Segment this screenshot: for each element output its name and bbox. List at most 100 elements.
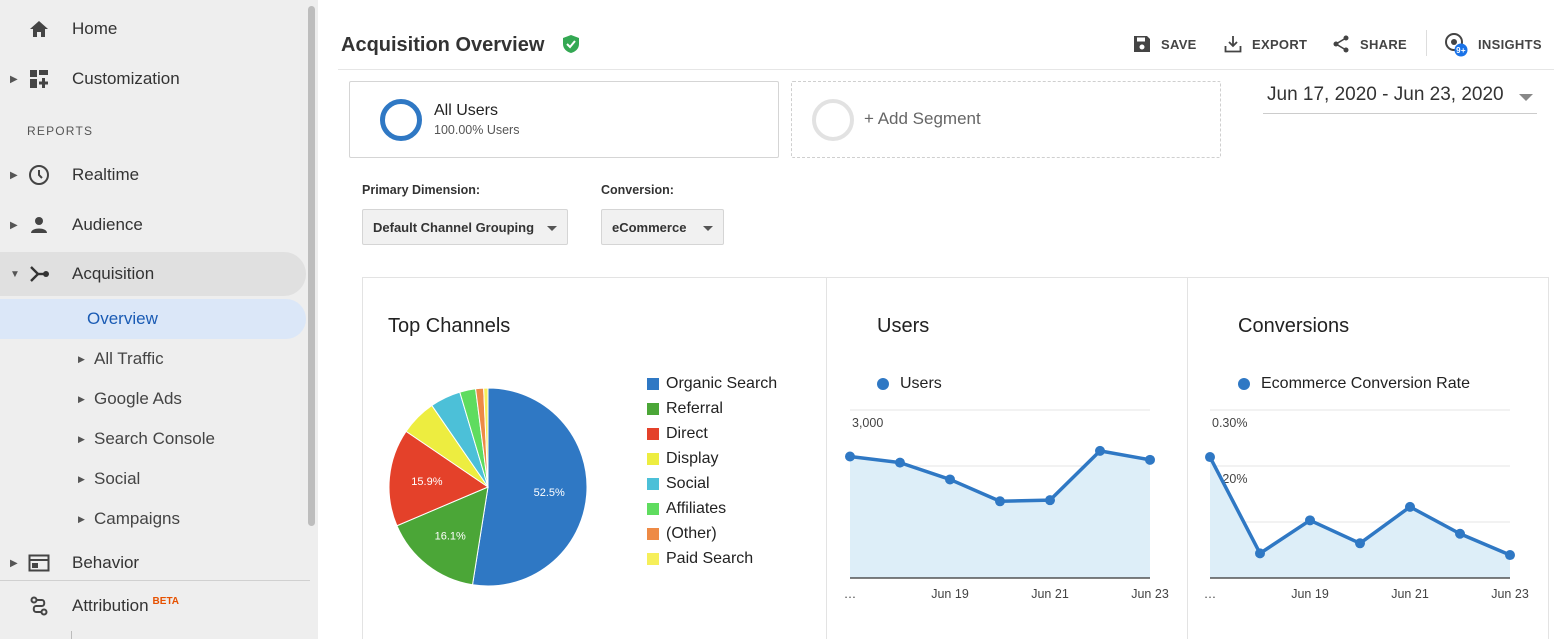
legend-label: (Other) bbox=[666, 524, 717, 542]
sidebar-item-label: Attribution bbox=[72, 596, 149, 615]
save-button[interactable]: SAVE bbox=[1133, 34, 1197, 54]
sidebar-item-attribution[interactable]: Attribution BETA bbox=[0, 584, 306, 628]
data-point bbox=[845, 451, 855, 462]
users-series-legend: Users bbox=[877, 375, 942, 393]
sidebar-item-home[interactable]: Home bbox=[0, 7, 306, 51]
divider bbox=[1187, 277, 1188, 639]
sidebar-item-social[interactable]: ▶ Social bbox=[0, 459, 306, 499]
save-icon bbox=[1134, 36, 1150, 52]
share-label: SHARE bbox=[1360, 36, 1408, 52]
top-channels-title: Top Channels bbox=[388, 315, 511, 337]
legend-swatch bbox=[647, 452, 659, 465]
export-button[interactable]: EXPORT bbox=[1224, 34, 1307, 54]
data-point bbox=[945, 474, 955, 485]
chevron-right-icon: ▶ bbox=[78, 393, 85, 404]
sidebar-item-realtime[interactable]: ▶ Realtime bbox=[0, 153, 306, 197]
chevron-down-icon: ▼ bbox=[10, 268, 20, 280]
series-dot bbox=[1238, 378, 1250, 390]
primary-dimension-select[interactable]: Default Channel Grouping bbox=[362, 209, 568, 245]
sidebar-item-label: Behavior bbox=[72, 553, 140, 572]
top-channels-pie-chart: 52.5% 16.1% 15.9% bbox=[388, 387, 588, 587]
top-channels-legend: Organic Search Referral Direct Display Socia… bbox=[647, 371, 777, 571]
overview-cards bbox=[362, 277, 1549, 639]
series-name: Ecommerce Conversion Rate bbox=[1261, 375, 1470, 392]
data-point bbox=[1095, 445, 1105, 456]
share-icon bbox=[1333, 35, 1349, 53]
legend-label: Display bbox=[666, 449, 719, 467]
area-fill bbox=[850, 450, 1150, 578]
add-segment-button[interactable]: + Add Segment bbox=[791, 81, 1221, 158]
beta-badge: BETA bbox=[152, 596, 180, 608]
x-tick-label: Jun 19 bbox=[1291, 587, 1329, 601]
chevron-right-icon: ▶ bbox=[10, 219, 18, 231]
export-label: EXPORT bbox=[1252, 36, 1308, 52]
segment-ring-icon bbox=[380, 99, 422, 141]
legend-swatch bbox=[647, 402, 659, 415]
data-point bbox=[1355, 538, 1365, 549]
sidebar-item-google-ads[interactable]: ▶ Google Ads bbox=[0, 379, 306, 419]
download-icon bbox=[1224, 36, 1242, 53]
sidebar-item-label: All Traffic bbox=[94, 349, 164, 368]
sidebar-item-customization[interactable]: ▶ Customization bbox=[0, 57, 306, 101]
divider bbox=[1426, 30, 1427, 56]
legend-item: Social bbox=[647, 471, 777, 496]
date-range-value: Jun 17, 2020 - Jun 23, 2020 bbox=[1267, 84, 1504, 105]
chevron-right-icon: ▶ bbox=[78, 513, 85, 524]
pie-slice bbox=[388, 430, 490, 527]
x-tick-label: … bbox=[1204, 587, 1217, 601]
dashboard-plus-icon bbox=[28, 68, 50, 90]
segment-ring-icon bbox=[812, 99, 854, 141]
pie-slice-label: 52.5% bbox=[534, 487, 565, 499]
sidebar-item-audience[interactable]: ▶ Audience bbox=[0, 203, 306, 247]
pie-slice-label: 15.9% bbox=[411, 476, 442, 488]
clock-icon bbox=[28, 164, 50, 186]
sidebar-item-acquisition[interactable]: ▼ Acquisition bbox=[0, 252, 306, 296]
sidebar-item-behavior[interactable]: ▶ Behavior bbox=[0, 541, 306, 585]
primary-dimension-label: Primary Dimension: bbox=[362, 183, 481, 197]
acquisition-icon bbox=[28, 263, 50, 285]
attribution-label-wrap: Attribution BETA bbox=[72, 596, 179, 616]
x-tick-label: Jun 21 bbox=[1031, 587, 1069, 601]
sidebar-item-all-traffic[interactable]: ▶ All Traffic bbox=[0, 339, 306, 379]
caret-down-icon bbox=[547, 226, 557, 231]
legend-item: Paid Search bbox=[647, 546, 777, 571]
pie-slice bbox=[483, 387, 489, 488]
sidebar-item-overview[interactable]: Overview bbox=[0, 299, 306, 339]
divider bbox=[826, 277, 827, 639]
legend-item: (Other) bbox=[647, 521, 777, 546]
date-range-picker[interactable]: Jun 17, 2020 - Jun 23, 2020 bbox=[1263, 84, 1537, 114]
insights-button[interactable]: 9+ INSIGHTS bbox=[1444, 31, 1542, 57]
conversion-select[interactable]: eCommerce bbox=[601, 209, 724, 245]
divider bbox=[71, 631, 72, 639]
legend-item: Direct bbox=[647, 421, 777, 446]
insights-icon: 9+ bbox=[1445, 33, 1468, 57]
sidebar-scrollbar[interactable] bbox=[308, 6, 315, 526]
legend-item: Affiliates bbox=[647, 496, 777, 521]
sidebar-item-label: Acquisition bbox=[72, 264, 155, 283]
share-button[interactable]: SHARE bbox=[1332, 34, 1407, 54]
page-title: Acquisition Overview bbox=[341, 34, 545, 56]
sidebar-item-label: Customization bbox=[72, 69, 180, 88]
sidebar-item-search-console[interactable]: ▶ Search Console bbox=[0, 419, 306, 459]
sidebar-item-label: Google Ads bbox=[94, 389, 182, 408]
legend-label: Referral bbox=[666, 399, 723, 417]
y-tick-label: 0.30% bbox=[1212, 416, 1247, 430]
series-name: Users bbox=[900, 375, 942, 392]
x-tick-label: … bbox=[844, 587, 857, 601]
x-tick-label: Jun 19 bbox=[931, 587, 969, 601]
home-icon bbox=[28, 18, 50, 40]
sidebar-item-campaigns[interactable]: ▶ Campaigns bbox=[0, 499, 306, 539]
divider bbox=[0, 580, 310, 581]
data-point bbox=[1045, 495, 1055, 506]
data-point bbox=[1145, 454, 1155, 465]
segment-share: 100.00% Users bbox=[434, 123, 520, 137]
conversions-series-legend: Ecommerce Conversion Rate bbox=[1238, 375, 1470, 393]
sidebar-item-label: Search Console bbox=[94, 429, 215, 448]
legend-label: Social bbox=[666, 474, 710, 492]
x-tick-label: Jun 23 bbox=[1131, 587, 1169, 601]
segment-all-users[interactable]: All Users 100.00% Users bbox=[349, 81, 779, 158]
legend-swatch bbox=[647, 377, 659, 390]
browser-window-icon bbox=[28, 552, 50, 574]
legend-item: Referral bbox=[647, 396, 777, 421]
